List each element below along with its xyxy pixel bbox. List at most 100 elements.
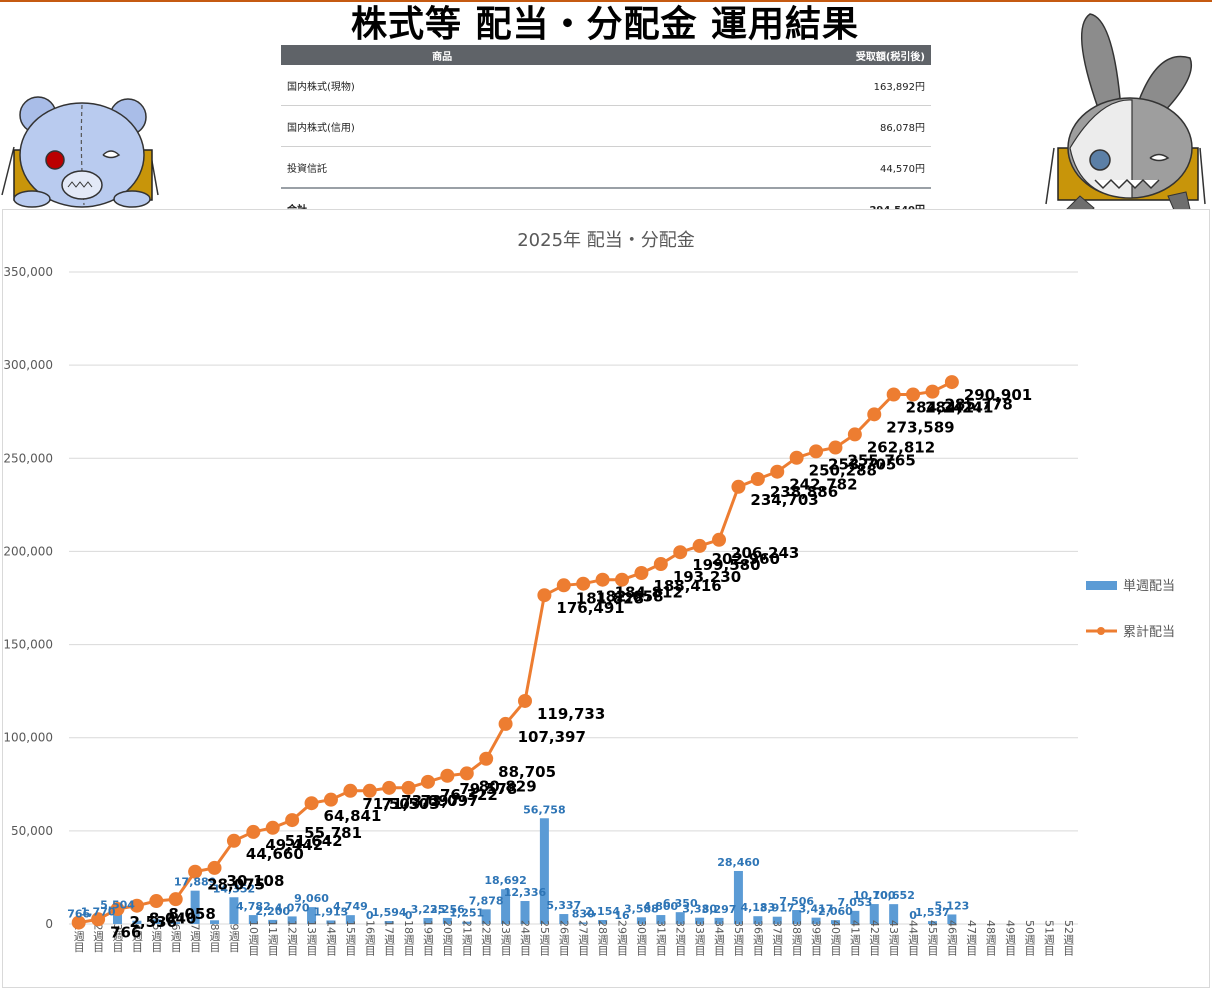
x-tick-label: 38週目 — [790, 920, 803, 956]
data-label-cumulative: 182,658 — [595, 588, 663, 606]
data-label-weekly: 5,337 — [546, 899, 581, 912]
summary-header-amount: 受取額(税引後) — [603, 45, 931, 65]
bar-weekly — [811, 917, 821, 924]
data-label-weekly: 3,588 — [624, 902, 659, 915]
data-label-cumulative: 76,322 — [440, 786, 498, 804]
page-title: 株式等 配当・分配金 運用結果 — [350, 4, 860, 45]
x-tick-label: 10週目 — [247, 920, 260, 956]
data-label-cumulative: 64,841 — [324, 807, 382, 825]
point-cumulative — [304, 796, 319, 811]
bar-weekly — [423, 917, 433, 924]
rabbit-mascot-image — [1045, 13, 1206, 229]
point-cumulative — [498, 716, 513, 731]
bar-weekly — [501, 889, 511, 924]
data-label-cumulative: 199,580 — [692, 556, 760, 574]
point-cumulative — [925, 384, 940, 399]
point-cumulative — [712, 532, 727, 547]
x-tick-label: 6週目 — [169, 924, 182, 953]
bar-weekly — [539, 818, 549, 924]
point-cumulative — [731, 479, 746, 494]
data-label-weekly: 3,917 — [760, 902, 795, 915]
legend-swatch-weekly — [1086, 581, 1117, 590]
data-label-weekly: 4,070 — [275, 901, 310, 914]
data-label-weekly: 1,594 — [372, 906, 407, 919]
data-label-weekly: 1,913 — [314, 905, 349, 918]
x-tick-label: 4週目 — [130, 924, 143, 953]
data-label-cumulative: 290,901 — [964, 386, 1032, 404]
data-label-cumulative: 234,703 — [750, 491, 818, 509]
chart-area: 2025年 配当・分配金 0 50,000 100,000 150,000 200,000… — [2, 209, 1210, 988]
data-label-cumulative: 262,812 — [867, 438, 935, 456]
bar-weekly — [345, 915, 355, 924]
y-tick-label: 100,000 — [3, 731, 53, 745]
x-tick-label: 30週目 — [635, 920, 648, 956]
point-cumulative — [207, 860, 222, 875]
point-cumulative — [382, 780, 397, 795]
data-label-weekly: 5,123 — [934, 899, 969, 912]
data-label-weekly: 4,800 — [643, 900, 678, 913]
point-cumulative — [459, 766, 474, 781]
x-tick-label: 33週目 — [693, 920, 706, 956]
x-tick-label: 43週目 — [887, 920, 900, 956]
point-cumulative — [323, 792, 338, 807]
x-tick-label: 32週目 — [674, 920, 687, 956]
data-label-cumulative: 181,828 — [576, 589, 644, 607]
data-label-weekly: 3,297 — [702, 903, 737, 916]
x-tick-label: 1週目 — [72, 924, 85, 953]
bear-mascot-image — [1, 96, 159, 208]
data-label-cumulative: 44,660 — [246, 845, 304, 863]
bar-weekly — [132, 920, 142, 924]
x-tick-label: 9週目 — [227, 924, 240, 953]
data-label-weekly: 28,460 — [717, 856, 760, 869]
data-label-cumulative: 80,829 — [479, 777, 537, 795]
data-label-weekly: 2,060 — [818, 905, 853, 918]
y-tick-label: 200,000 — [3, 544, 53, 558]
bar-weekly — [462, 921, 472, 924]
data-label-cumulative: 28,075 — [207, 876, 265, 894]
data-label-weekly: 17,889 — [174, 876, 216, 889]
summary-header-product: 商品 — [281, 45, 604, 65]
x-tick-label: 49週目 — [1004, 920, 1017, 956]
bar-weekly — [248, 915, 258, 924]
x-tick-label: 23週目 — [499, 920, 512, 956]
point-cumulative — [828, 440, 843, 455]
x-tick-label: 25週目 — [538, 920, 551, 956]
data-label-weekly: 0 — [909, 909, 917, 922]
summary-row-amount: 44,570円 — [603, 146, 931, 189]
data-label-cumulative: 49,442 — [265, 836, 323, 854]
data-label-weekly: 1,251 — [449, 907, 484, 920]
point-cumulative — [750, 471, 765, 486]
point-cumulative — [595, 572, 610, 587]
summary-row-label: 国内株式(信用) — [281, 105, 604, 147]
data-label-weekly: 9,060 — [294, 892, 329, 905]
data-label-cumulative: 88,705 — [498, 763, 556, 781]
point-cumulative — [906, 387, 921, 402]
bar-weekly — [520, 901, 530, 924]
y-tick-label: 50,000 — [11, 824, 53, 838]
bar-weekly — [850, 910, 860, 924]
y-tick-label: 150,000 — [3, 638, 53, 652]
bar-weekly — [598, 919, 608, 924]
x-tick-label: 46週目 — [945, 920, 958, 956]
data-label-cumulative: 188,416 — [653, 577, 721, 595]
point-cumulative — [285, 813, 300, 828]
dividend-chart: 2025年 配当・分配金 0 50,000 100,000 150,000 200,000… — [3, 230, 1175, 956]
summary-row-amount: 163,892円 — [603, 65, 931, 106]
data-label-cumulative: 8,040 — [149, 910, 196, 928]
data-label-cumulative: 273,589 — [886, 418, 954, 436]
x-tick-label: 17週目 — [383, 920, 396, 956]
data-label-cumulative: 107,397 — [518, 728, 586, 746]
bar-weekly — [190, 890, 200, 924]
bar-weekly — [210, 920, 220, 924]
data-label-weekly: 3,380 — [682, 903, 717, 916]
point-cumulative — [653, 557, 668, 572]
data-label-weekly: 1,770 — [81, 906, 116, 919]
bar-weekly — [151, 919, 161, 924]
point-cumulative — [770, 464, 785, 479]
x-tick-label: 42週目 — [868, 920, 881, 956]
x-tick-label: 24週目 — [518, 920, 531, 956]
point-cumulative — [265, 820, 280, 835]
data-label-weekly: 2,200 — [255, 905, 290, 918]
x-tick-label: 15週目 — [344, 920, 357, 956]
legend-label-cumulative: 累計配当 — [1123, 624, 1175, 640]
